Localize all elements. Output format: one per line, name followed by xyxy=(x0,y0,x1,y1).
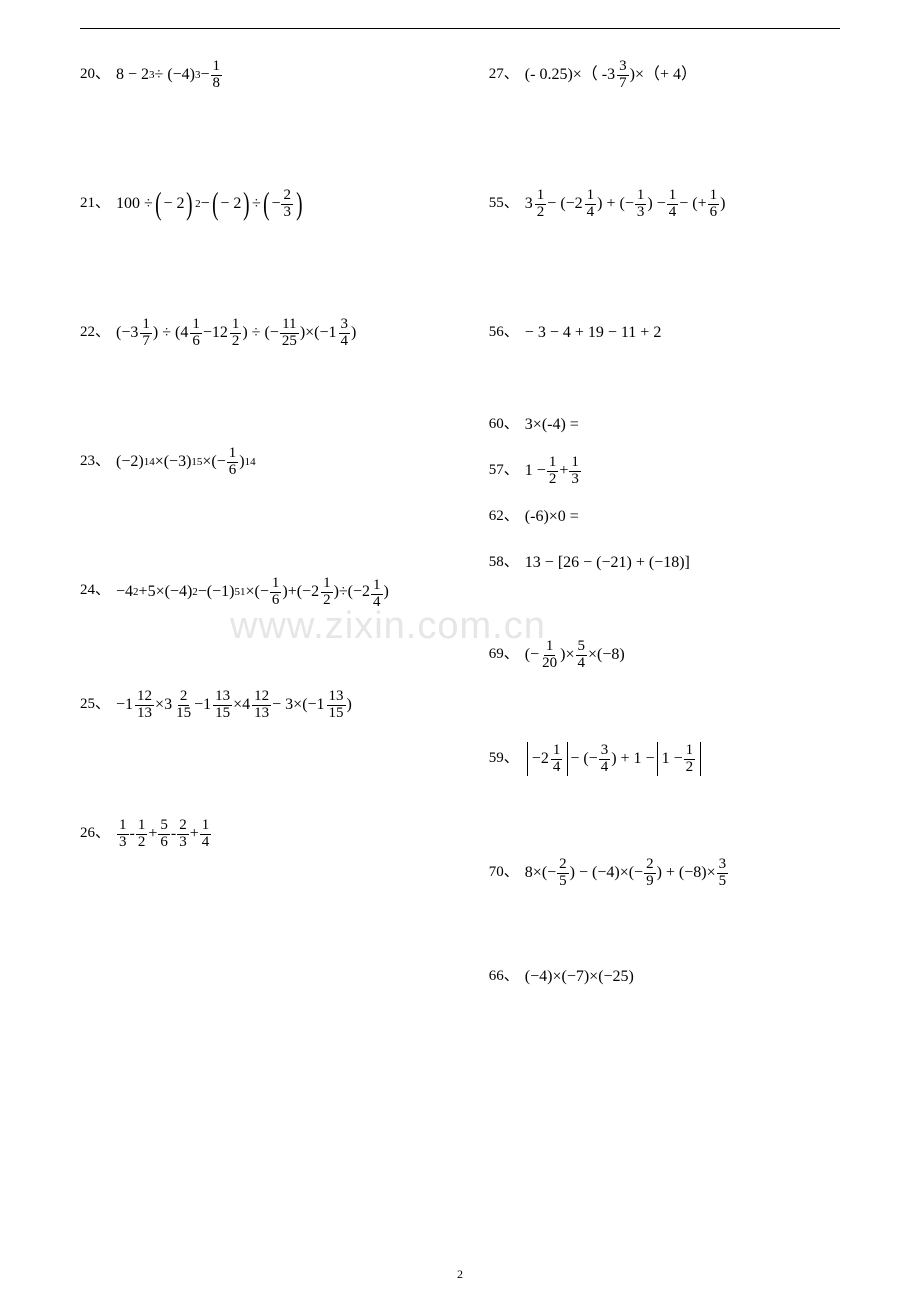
problem-expression: − 3 − 4 + 19 − 11 + 2 xyxy=(525,316,662,350)
problem-expression: 312 − (−214) + (−13) − 14 − (+16) xyxy=(525,187,726,221)
problem-number: 20、 xyxy=(80,58,110,89)
problem-expression: 13 - 12 + 56 - 23 + 14 xyxy=(116,817,212,851)
problem-expression: (− 120)× 54 ×(−8) xyxy=(525,638,625,672)
problem-number: 59、 xyxy=(489,742,519,773)
problem-expression: − 214 − (−34) + 1 − 1 − 12 xyxy=(525,742,703,776)
problem-number: 57、 xyxy=(489,454,519,485)
problem-24: 24、−42+5×(−4)2−(−1)51×(− 16)+(−212)÷(−21… xyxy=(80,574,449,608)
columns: 20、8 − 23 ÷ (−4)3 − 18 21、100 ÷ (− 2)2 − … xyxy=(80,58,840,1094)
problem-27: 27、(- 0.25)×（ - 337)×（+ 4） xyxy=(489,58,840,92)
problem-expression: (−4)×(−7)×(−25) xyxy=(525,960,634,994)
problem-expression: 1 − 12 + 13 xyxy=(525,454,582,488)
problem-23: 23、(−2)14×(−3)15×(− 16)14 xyxy=(80,445,449,479)
problem-expression: −42+5×(−4)2−(−1)51×(− 16)+(−212)÷(−214) xyxy=(116,574,389,608)
page-number: 2 xyxy=(0,1267,920,1282)
problem-62: 62、(-6)×0 = xyxy=(489,500,840,534)
problem-66: 66、(−4)×(−7)×(−25) xyxy=(489,960,840,994)
problem-number: 62、 xyxy=(489,500,519,531)
problem-25: 25、−11213 × 3215 − 11315 × 41213 − 3×(−1… xyxy=(80,688,449,722)
problem-26: 26、13 - 12 + 56 - 23 + 14 xyxy=(80,817,449,851)
left-column: 20、8 − 23 ÷ (−4)3 − 18 21、100 ÷ (− 2)2 − … xyxy=(80,58,449,1094)
problem-expression: −11213 × 3215 − 11315 × 41213 − 3×(−1131… xyxy=(116,688,352,722)
problem-number: 55、 xyxy=(489,187,519,218)
problem-55: 55、312 − (−214) + (−13) − 14 − (+16) xyxy=(489,187,840,221)
problem-number: 66、 xyxy=(489,960,519,991)
problem-expression: 3×(-4) = xyxy=(525,408,579,442)
problem-20: 20、8 − 23 ÷ (−4)3 − 18 xyxy=(80,58,449,92)
page: www.zixin.com.cn 20、8 − 23 ÷ (−4)3 − 182… xyxy=(0,0,920,1302)
problem-57: 57、1 − 12 + 13 xyxy=(489,454,840,488)
problem-group: 60、3×(-4) =57、1 − 12 + 1362、(-6)×0 =58、1… xyxy=(489,408,840,580)
problem-56: 56、− 3 − 4 + 19 − 11 + 2 xyxy=(489,316,840,350)
problem-number: 56、 xyxy=(489,316,519,347)
problem-expression: 8 − 23 ÷ (−4)3 − 18 xyxy=(116,58,223,92)
problem-number: 24、 xyxy=(80,574,110,605)
problem-expression: (-6)×0 = xyxy=(525,500,579,534)
problem-69: 69、(− 120)× 54 ×(−8) xyxy=(489,638,840,672)
problem-expression: (−2)14×(−3)15×(− 16)14 xyxy=(116,445,256,479)
problem-22: 22、(−317) ÷ (416 − 1212) ÷ (− 1125)×(−13… xyxy=(80,316,449,350)
problem-21: 21、100 ÷ (− 2)2 − (− 2) ÷ (− 23) xyxy=(80,187,449,221)
problem-number: 69、 xyxy=(489,638,519,669)
problem-expression: 100 ÷ (− 2)2 − (− 2) ÷ (− 23) xyxy=(116,187,305,221)
problem-number: 58、 xyxy=(489,546,519,577)
problem-number: 25、 xyxy=(80,688,110,719)
problem-number: 26、 xyxy=(80,817,110,848)
problem-number: 60、 xyxy=(489,408,519,439)
problem-expression: 13 − [26 − (−21) + (−18)] xyxy=(525,546,690,580)
right-column: 27、(- 0.25)×（ - 337)×（+ 4） 55、312 − (−214… xyxy=(479,58,840,1094)
problem-expression: (- 0.25)×（ - 337)×（+ 4） xyxy=(525,58,697,92)
top-rule xyxy=(80,28,840,29)
problem-number: 23、 xyxy=(80,445,110,476)
problem-expression: (−317) ÷ (416 − 1212) ÷ (− 1125)×(−134) xyxy=(116,316,356,350)
problem-60: 60、3×(-4) = xyxy=(489,408,840,442)
problem-number: 70、 xyxy=(489,856,519,887)
problem-70: 70、8×(−25) − (−4)×(−29) + (−8)× 35 xyxy=(489,856,840,890)
problem-59: 59、− 214 − (−34) + 1 − 1 − 12 xyxy=(489,742,840,776)
problem-number: 22、 xyxy=(80,316,110,347)
problem-58: 58、13 − [26 − (−21) + (−18)] xyxy=(489,546,840,580)
problem-expression: 8×(−25) − (−4)×(−29) + (−8)× 35 xyxy=(525,856,729,890)
problem-number: 27、 xyxy=(489,58,519,89)
problem-number: 21、 xyxy=(80,187,110,218)
